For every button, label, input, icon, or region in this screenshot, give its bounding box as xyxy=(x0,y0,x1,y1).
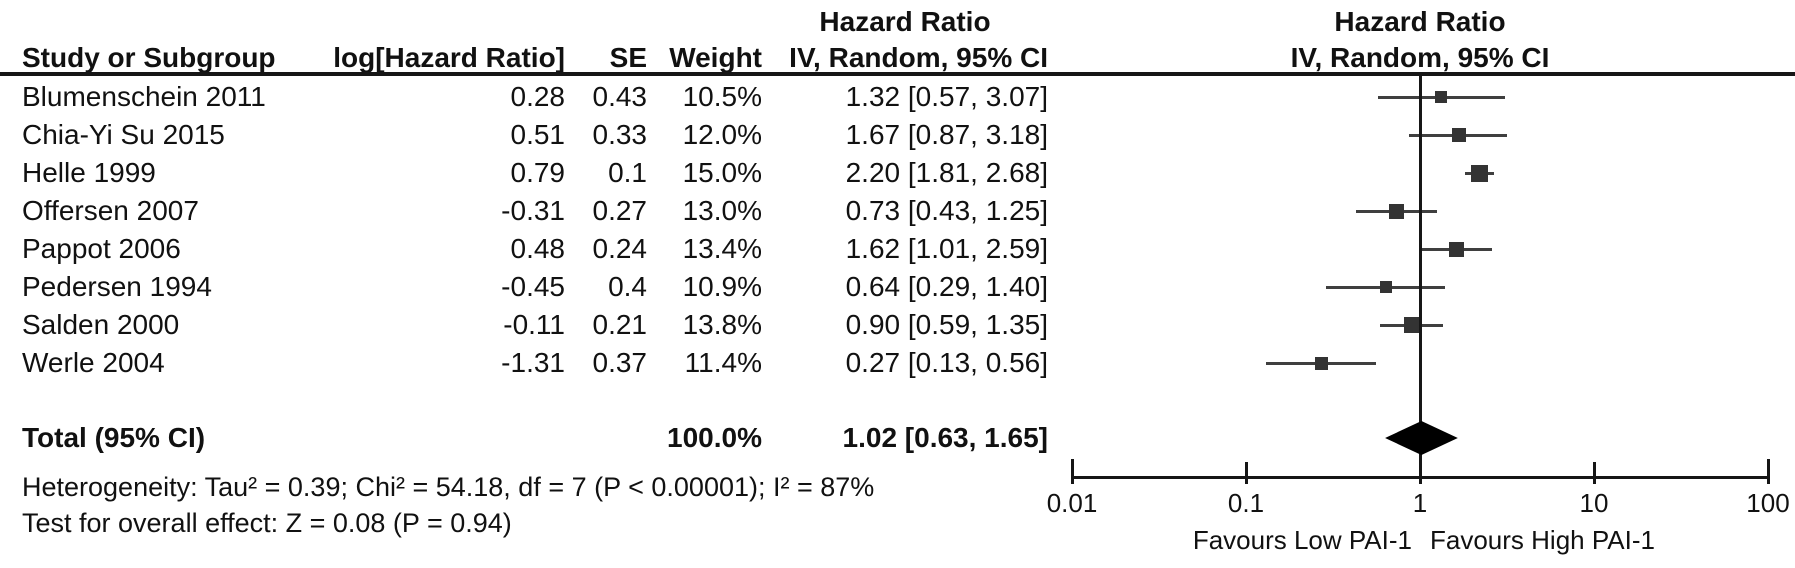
study-se-cell: 0.1 xyxy=(608,157,647,188)
study-loghr-cell: -0.31 xyxy=(501,195,565,226)
column-header-weight: Weight xyxy=(669,42,762,73)
total-label: Total (95% CI) xyxy=(22,422,206,453)
effect-marker xyxy=(1404,317,1421,333)
column-header-ci-left: IV, Random, 95% CI xyxy=(789,42,1048,73)
total-ci: 1.02 [0.63, 1.65] xyxy=(842,422,1048,453)
study-weight-cell: 15.0% xyxy=(682,157,762,188)
column-header-study: Study or Subgroup xyxy=(22,42,276,73)
effect-marker xyxy=(1388,203,1404,219)
overall-effect-text: Test for overall effect: Z = 0.08 (P = 0… xyxy=(22,508,512,538)
study-se-cell: 0.37 xyxy=(592,347,648,378)
study-weight-cell: 10.9% xyxy=(682,271,762,302)
study-loghr-cell: 0.48 xyxy=(510,233,566,264)
x-axis-tick-label: 10 xyxy=(1579,488,1609,518)
study-name-cell: Offersen 2007 xyxy=(22,195,199,226)
study-se-cell: 0.27 xyxy=(592,195,648,226)
study-se-cell: 0.33 xyxy=(592,119,648,150)
x-axis-tick-label: 0.01 xyxy=(1046,488,1098,518)
study-ci-cell: 1.62 [1.01, 2.59] xyxy=(845,233,1048,264)
hazard-ratio-header-left: Hazard Ratio xyxy=(819,6,991,37)
study-name-cell: Pedersen 1994 xyxy=(22,271,212,302)
study-loghr-cell: -0.45 xyxy=(501,271,565,302)
study-se-cell: 0.21 xyxy=(592,309,648,340)
x-axis-tick-label: 100 xyxy=(1746,488,1790,518)
column-header-ci-right: IV, Random, 95% CI xyxy=(1290,42,1550,73)
study-ci-cell: 0.90 [0.59, 1.35] xyxy=(845,309,1048,340)
study-name-cell: Chia-Yi Su 2015 xyxy=(22,119,225,150)
study-ci-cell: 0.73 [0.43, 1.25] xyxy=(845,195,1048,226)
study-loghr-cell: 0.51 xyxy=(510,119,566,150)
study-name-cell: Helle 1999 xyxy=(22,157,156,188)
column-header-loghr: log[Hazard Ratio] xyxy=(333,42,565,73)
effect-marker xyxy=(1434,91,1447,103)
study-loghr-cell: -1.31 xyxy=(501,347,565,378)
x-axis-tick xyxy=(1592,462,1596,484)
favours-right-label: Favours High PAI-1 xyxy=(1430,525,1655,555)
effect-marker xyxy=(1380,281,1393,293)
study-weight-cell: 12.0% xyxy=(682,119,762,150)
study-ci-cell: 0.64 [0.29, 1.40] xyxy=(845,271,1048,302)
study-weight-cell: 13.4% xyxy=(682,233,762,264)
study-weight-cell: 11.4% xyxy=(684,347,762,378)
effect-marker xyxy=(1448,241,1464,257)
study-weight-cell: 10.5% xyxy=(682,81,762,112)
study-loghr-cell: -0.11 xyxy=(503,309,565,340)
hazard-ratio-header-right: Hazard Ratio xyxy=(1334,6,1506,37)
study-se-cell: 0.43 xyxy=(592,81,648,112)
study-se-cell: 0.24 xyxy=(592,233,648,264)
effect-marker xyxy=(1451,128,1466,142)
study-ci-cell: 2.20 [1.81, 2.68] xyxy=(845,157,1048,188)
study-weight-cell: 13.0% xyxy=(682,195,762,226)
study-weight-cell: 13.8% xyxy=(682,309,762,340)
x-axis-tick xyxy=(1070,459,1074,484)
x-axis-tick-label: 1 xyxy=(1412,488,1428,518)
study-ci-cell: 1.67 [0.87, 3.18] xyxy=(845,119,1048,150)
x-axis-tick-label: 0.1 xyxy=(1227,488,1265,518)
x-axis-tick xyxy=(1418,462,1422,484)
header-rule xyxy=(0,72,1795,76)
column-header-se: SE xyxy=(609,42,647,73)
favours-left-label: Favours Low PAI-1 xyxy=(1192,525,1412,555)
study-name-cell: Blumenschein 2011 xyxy=(22,81,266,112)
total-diamond xyxy=(1385,421,1458,455)
x-axis-tick xyxy=(1244,462,1248,484)
study-name-cell: Salden 2000 xyxy=(22,309,180,340)
study-loghr-cell: 0.79 xyxy=(510,157,566,188)
null-effect-line xyxy=(1418,76,1422,479)
study-se-cell: 0.4 xyxy=(608,271,647,302)
study-ci-cell: 1.32 [0.57, 3.07] xyxy=(845,81,1048,112)
effect-marker xyxy=(1471,164,1489,182)
study-ci-cell: 0.27 [0.13, 0.56] xyxy=(845,347,1048,378)
effect-marker xyxy=(1314,356,1328,370)
x-axis-tick xyxy=(1766,459,1770,484)
heterogeneity-text: Heterogeneity: Tau² = 0.39; Chi² = 54.18… xyxy=(22,472,875,502)
study-loghr-cell: 0.28 xyxy=(510,81,566,112)
study-name-cell: Pappot 2006 xyxy=(22,233,181,264)
total-weight: 100.0% xyxy=(667,422,762,453)
study-name-cell: Werle 2004 xyxy=(22,347,165,378)
